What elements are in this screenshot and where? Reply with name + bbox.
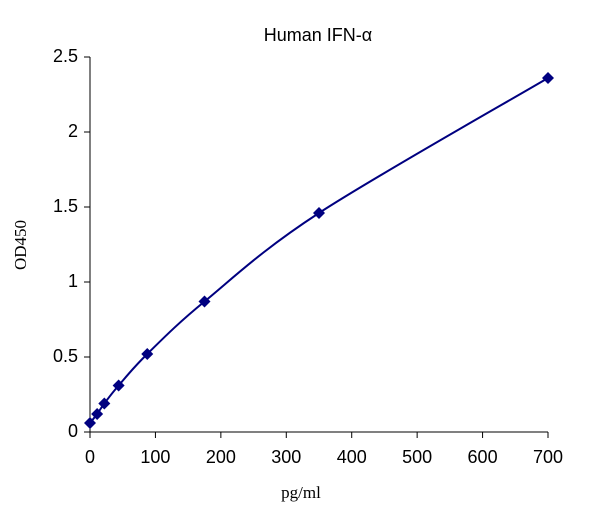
y-tick-label: 0.5 <box>53 346 78 366</box>
data-point <box>141 348 154 360</box>
data-point <box>198 295 211 308</box>
x-tick-label: 500 <box>402 447 432 467</box>
data-point <box>112 379 125 392</box>
data-point <box>542 72 554 84</box>
data-point <box>84 417 96 429</box>
x-tick-label: 600 <box>468 447 498 467</box>
x-tick-label: 200 <box>206 447 236 467</box>
y-tick-label: 0 <box>68 421 78 441</box>
chart-title: Human IFN-α <box>264 25 372 45</box>
x-tick-label: 700 <box>533 447 563 467</box>
y-tick-label: 1 <box>68 271 78 291</box>
y-tick-label: 2 <box>68 121 78 141</box>
data-point <box>313 207 325 219</box>
fit-curve <box>89 77 549 424</box>
data-point <box>91 408 104 420</box>
y-axis-label: OD450 <box>11 220 30 270</box>
y-tick-label: 1.5 <box>53 196 78 216</box>
data-point <box>98 397 111 410</box>
x-tick-label: 100 <box>140 447 170 467</box>
x-tick-label: 400 <box>337 447 367 467</box>
y-tick-label: 2.5 <box>53 46 78 66</box>
x-tick-label: 300 <box>271 447 301 467</box>
x-axis-label: pg/ml <box>281 483 321 502</box>
x-tick-label: 0 <box>85 447 95 467</box>
